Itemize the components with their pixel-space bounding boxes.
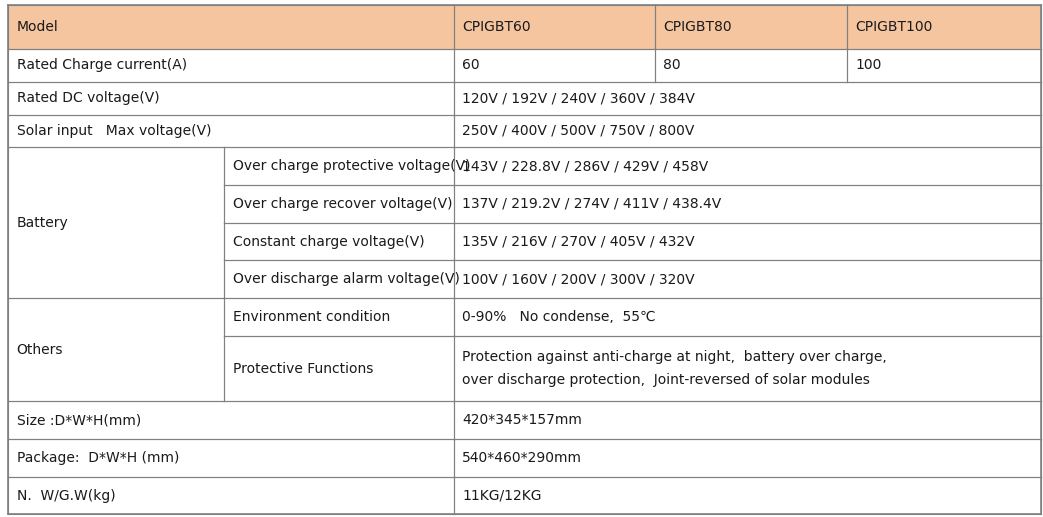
Text: 420*345*157mm: 420*345*157mm	[462, 413, 582, 427]
Bar	[8, 5, 454, 49]
Bar	[454, 477, 1041, 514]
Bar	[454, 261, 1041, 298]
Text: CPIGBT100: CPIGBT100	[855, 20, 932, 34]
Bar	[454, 336, 1041, 401]
Bar	[454, 401, 1041, 439]
Text: 80: 80	[663, 58, 681, 72]
Text: 120V / 192V / 240V / 360V / 384V: 120V / 192V / 240V / 360V / 384V	[462, 91, 695, 105]
Bar	[8, 82, 454, 115]
Text: over discharge protection,  Joint-reversed of solar modules: over discharge protection, Joint-reverse…	[462, 373, 870, 387]
Text: Rated Charge current(A): Rated Charge current(A)	[17, 58, 187, 72]
Text: Environment condition: Environment condition	[233, 310, 390, 324]
Bar	[224, 298, 454, 336]
Bar	[224, 261, 454, 298]
Bar	[847, 5, 1041, 49]
Bar	[224, 147, 454, 185]
Bar	[8, 477, 454, 514]
Text: 250V / 400V / 500V / 750V / 800V: 250V / 400V / 500V / 750V / 800V	[462, 124, 695, 138]
Text: CPIGBT60: CPIGBT60	[462, 20, 531, 34]
Text: 143V / 228.8V / 286V / 429V / 458V: 143V / 228.8V / 286V / 429V / 458V	[462, 159, 708, 173]
Bar	[454, 115, 1041, 147]
Bar	[655, 5, 847, 49]
Text: 60: 60	[462, 58, 480, 72]
Bar	[847, 49, 1041, 82]
Bar	[224, 223, 454, 261]
Text: CPIGBT80: CPIGBT80	[663, 20, 732, 34]
Bar	[8, 49, 454, 82]
Bar	[8, 298, 224, 401]
Text: Size :D*W*H(mm): Size :D*W*H(mm)	[17, 413, 141, 427]
Bar	[454, 439, 1041, 477]
Text: N.  W/G.W(kg): N. W/G.W(kg)	[17, 489, 116, 503]
Text: 540*460*290mm: 540*460*290mm	[462, 451, 582, 465]
Text: Protective Functions: Protective Functions	[233, 361, 373, 375]
Bar	[454, 82, 1041, 115]
Text: Package:  D*W*H (mm): Package: D*W*H (mm)	[17, 451, 179, 465]
Text: Rated DC voltage(V): Rated DC voltage(V)	[17, 91, 160, 105]
Text: 11KG/12KG: 11KG/12KG	[462, 489, 541, 503]
Bar	[454, 147, 1041, 185]
Text: Model: Model	[17, 20, 58, 34]
Bar	[454, 49, 655, 82]
Bar	[454, 185, 1041, 223]
Text: Solar input   Max voltage(V): Solar input Max voltage(V)	[17, 124, 211, 138]
Text: 100: 100	[855, 58, 881, 72]
Text: 100V / 160V / 200V / 300V / 320V: 100V / 160V / 200V / 300V / 320V	[462, 272, 695, 286]
Text: 135V / 216V / 270V / 405V / 432V: 135V / 216V / 270V / 405V / 432V	[462, 235, 695, 249]
Text: 137V / 219.2V / 274V / 411V / 438.4V: 137V / 219.2V / 274V / 411V / 438.4V	[462, 197, 722, 211]
Text: Over charge recover voltage(V): Over charge recover voltage(V)	[233, 197, 452, 211]
Text: Protection against anti-charge at night,  battery over charge,: Protection against anti-charge at night,…	[462, 350, 887, 364]
Text: 0-90%   No condense,  55℃: 0-90% No condense, 55℃	[462, 310, 656, 324]
Bar	[655, 49, 847, 82]
Text: Battery: Battery	[17, 216, 69, 230]
Bar	[8, 115, 454, 147]
Bar	[454, 5, 655, 49]
Bar	[8, 147, 224, 298]
Bar	[8, 439, 454, 477]
Text: Constant charge voltage(V): Constant charge voltage(V)	[233, 235, 425, 249]
Bar	[224, 336, 454, 401]
Bar	[454, 223, 1041, 261]
Text: Others: Others	[17, 343, 64, 357]
Bar	[454, 298, 1041, 336]
Text: Over discharge alarm voltage(V): Over discharge alarm voltage(V)	[233, 272, 460, 286]
Bar	[8, 401, 454, 439]
Text: Over charge protective voltage(V): Over charge protective voltage(V)	[233, 159, 470, 173]
Bar	[224, 185, 454, 223]
